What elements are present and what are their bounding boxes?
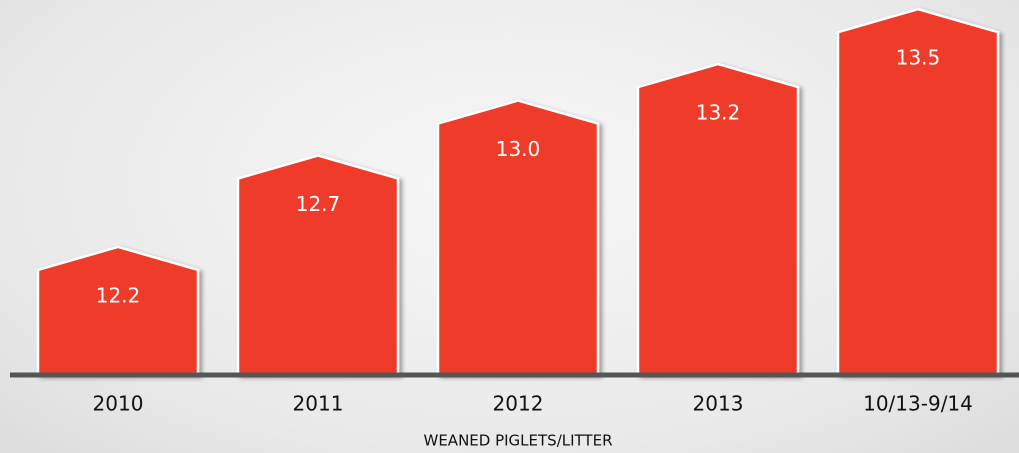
x-tick-label: 10/13-9/14 (863, 392, 973, 416)
value-label: 13.2 (696, 101, 741, 125)
bar (236, 154, 400, 377)
x-tick-label: 2010 (93, 392, 144, 416)
bar (36, 245, 200, 377)
x-axis-title: WEANED PIGLETS/LITTER (424, 432, 613, 450)
value-label: 12.2 (96, 283, 141, 307)
x-tick-label: 2011 (293, 392, 344, 416)
bars (36, 7, 1000, 377)
value-label: 13.0 (496, 137, 541, 161)
x-tick-label: 2012 (493, 392, 544, 416)
value-label: 13.5 (896, 46, 941, 70)
x-tick-label: 2013 (693, 392, 744, 416)
value-label: 12.7 (296, 192, 341, 216)
